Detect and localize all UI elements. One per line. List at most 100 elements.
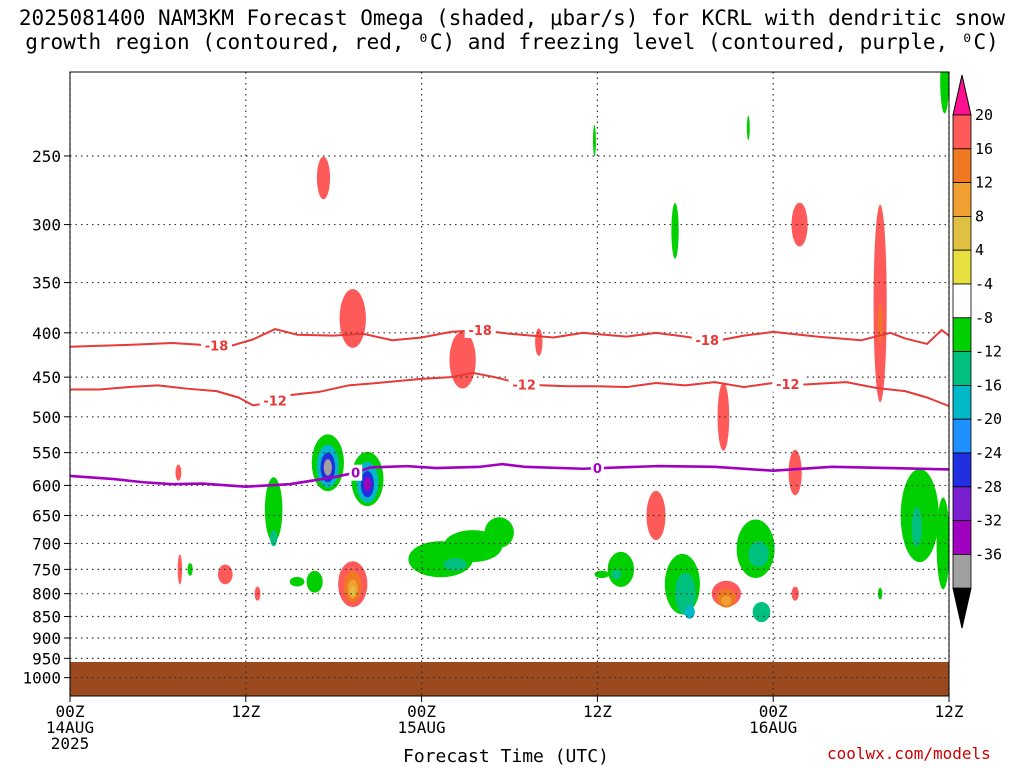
contour-line-0	[70, 462, 949, 488]
contour-label-bg	[508, 376, 540, 393]
y-tick-label: 400	[32, 324, 61, 343]
y-tick-label: 350	[32, 274, 61, 293]
y-tick-label: 300	[32, 216, 61, 235]
chart-title: 2025081400 NAM3KM Forecast Omega (shaded…	[0, 6, 1024, 54]
colorbar-label: 12	[975, 174, 993, 192]
colorbar-swatch	[952, 215, 972, 251]
colorbar-swatch	[952, 182, 972, 217]
y-tick-label: 800	[32, 585, 61, 604]
omega-cell	[873, 204, 887, 403]
title-line-1: 2025081400 NAM3KM Forecast Omega (shaded…	[18, 6, 1006, 30]
y-tick-label: 750	[32, 560, 61, 579]
omega-cell	[675, 572, 696, 615]
colorbar-label: 4	[975, 241, 984, 259]
colorbar-swatch	[952, 520, 972, 555]
omega-cell	[484, 517, 514, 548]
omega-cell	[339, 289, 366, 348]
x-tick-label: 12Z	[935, 702, 964, 721]
grid-lines	[69, 72, 950, 696]
colorbar-bottom-arrow	[952, 587, 972, 629]
colorbar-swatch	[952, 554, 972, 589]
omega-cell	[877, 587, 883, 600]
y-tick-label: 950	[32, 649, 61, 668]
contour-label-bg	[349, 464, 363, 481]
omega-cell	[936, 497, 949, 590]
colorbar-swatch	[952, 486, 972, 521]
colorbar-swatch	[952, 283, 972, 319]
contour-label: -12	[776, 378, 800, 393]
colorbar-label: -4	[975, 275, 993, 293]
omega-cell	[788, 449, 802, 496]
y-tick-label: 450	[32, 368, 61, 387]
plot-frame	[69, 71, 950, 697]
colorbar-label: 8	[975, 207, 984, 225]
colorbar-swatch	[952, 114, 972, 150]
y-tick-label: 600	[32, 476, 61, 495]
omega-cell	[306, 570, 323, 593]
colorbar-swatch	[952, 148, 972, 184]
colorbar-swatch	[952, 384, 972, 420]
contour-label: -18	[696, 334, 720, 349]
x-axis-label: Forecast Time (UTC)	[403, 746, 609, 767]
x-tick-date: 14AUG	[46, 718, 94, 737]
contour-label-bg	[259, 392, 291, 409]
colorbar-label: 16	[975, 140, 993, 158]
omega-cell	[791, 202, 808, 247]
y-tick-label: 850	[32, 607, 61, 626]
x-tick-label: 12Z	[583, 702, 612, 721]
contour-label-bg	[201, 337, 232, 354]
y-tick-label: 1000	[22, 669, 61, 688]
colorbar-swatch	[952, 317, 972, 352]
x-tick-date: 2025	[51, 734, 90, 753]
colorbar: 20 16 12 8 4 -4 -8 -12 -16 -20 -24 -28 -32 -36	[952, 74, 1002, 629]
y-tick-label: 500	[32, 408, 61, 427]
credit-link[interactable]: coolwx.com/models	[827, 744, 991, 763]
omega-cell	[187, 563, 193, 576]
contour-label-bg	[772, 375, 804, 392]
omega-cell	[752, 601, 771, 623]
omega-cell	[217, 564, 233, 585]
omega-cell	[748, 540, 769, 568]
omega-cell	[289, 576, 305, 587]
x-tick-label: 00Z	[56, 702, 85, 721]
y-tick-label: 550	[32, 444, 61, 463]
x-tick-date: 15AUG	[398, 718, 446, 737]
contour-label: -18	[205, 339, 229, 354]
x-tick-label: 00Z	[759, 702, 788, 721]
colorbar-label: -24	[975, 444, 1002, 462]
contour-label-bg	[464, 322, 496, 339]
omega-cell	[316, 156, 331, 200]
omega-cell	[363, 477, 372, 492]
colorbar-label: -8	[975, 309, 993, 327]
omega-cell	[721, 595, 732, 606]
omega-cell	[269, 529, 278, 547]
colorbar-label: -12	[975, 343, 1002, 361]
contour-label-bg	[691, 332, 723, 349]
omega-cell	[671, 202, 679, 259]
colorbar-swatch	[952, 249, 972, 285]
omega-cell	[646, 490, 666, 541]
omega-cell	[350, 586, 356, 597]
title-line-2: growth region (contoured, red, ⁰C) and f…	[25, 30, 999, 54]
omega-cell	[791, 586, 799, 601]
omega-cell	[684, 605, 695, 619]
surface-terrain	[70, 662, 949, 696]
contour-line--18	[70, 328, 949, 348]
colorbar-label: -32	[975, 512, 1002, 530]
omega-cell	[175, 464, 182, 481]
y-tick-label: 700	[32, 534, 61, 553]
contour-label: 0	[593, 462, 602, 477]
omega-cell	[611, 569, 622, 580]
contour-label-bg	[590, 460, 604, 477]
omega-cell	[264, 477, 283, 543]
colorbar-label: -36	[975, 545, 1002, 563]
colorbar-swatch	[952, 452, 972, 488]
omega-cell	[911, 507, 922, 547]
colorbar-label: -20	[975, 410, 1002, 428]
x-tick-label: 00Z	[407, 702, 436, 721]
omega-cell	[594, 570, 610, 579]
contour-label: -12	[263, 394, 287, 409]
y-tick-label: 650	[32, 507, 61, 526]
colorbar-swatch	[952, 418, 972, 454]
